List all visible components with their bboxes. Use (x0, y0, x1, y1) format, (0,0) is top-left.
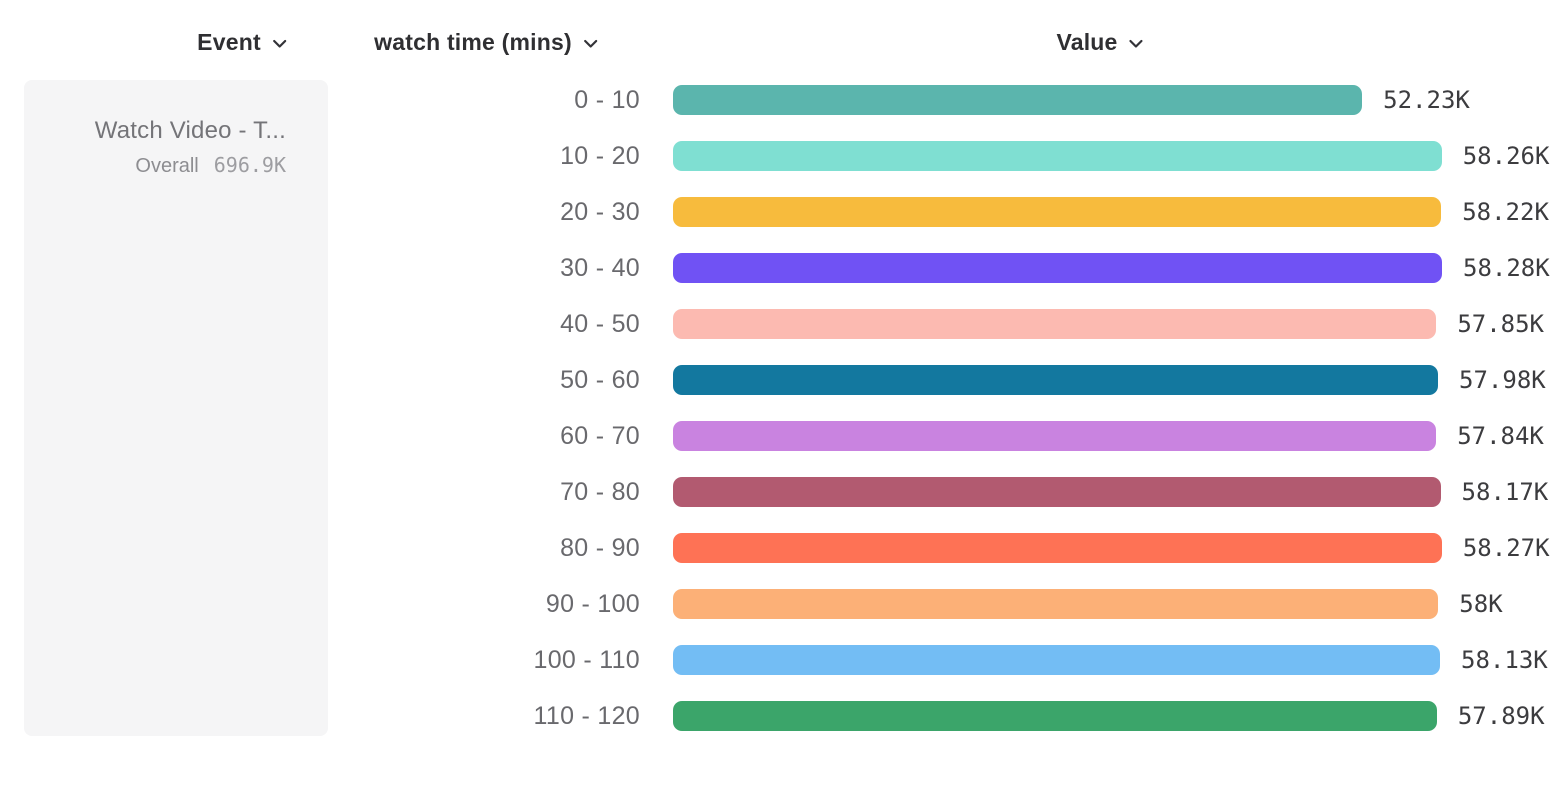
bar-row: 40 - 50 57.85K (360, 296, 1560, 352)
chevron-down-icon (272, 36, 287, 49)
overall-value: 696.9K (213, 153, 286, 177)
bar-row: 90 - 100 58K (360, 576, 1560, 632)
bar-row: 60 - 70 57.84K (360, 408, 1560, 464)
bucket-label: 90 - 100 (545, 589, 640, 618)
bar-segment[interactable] (673, 701, 1437, 731)
bar-value-label: 57.89K (1457, 702, 1545, 730)
bucket-label: 70 - 80 (560, 477, 640, 506)
bar-value-label: 58K (1459, 590, 1503, 618)
event-overall-row: Overall 696.9K (40, 153, 286, 178)
chevron-down-icon (583, 36, 598, 49)
bar-segment[interactable] (673, 85, 1363, 115)
bucket-label: 20 - 30 (560, 197, 640, 226)
bar-segment[interactable] (673, 533, 1442, 563)
bucket-label: 60 - 70 (560, 421, 640, 450)
event-column-label: Event (197, 28, 261, 55)
bar-segment[interactable] (673, 477, 1441, 507)
bar-row: 100 - 110 58.13K (360, 632, 1560, 688)
bar-row: 10 - 20 58.26K (360, 128, 1560, 184)
bar-segment[interactable] (673, 589, 1439, 619)
watch-time-column-label: watch time (mins) (374, 28, 572, 55)
bar-row: 20 - 30 58.22K (360, 184, 1560, 240)
overall-label: Overall (135, 155, 199, 177)
bar-value-label: 58.22K (1462, 198, 1549, 226)
chevron-down-icon (1129, 36, 1144, 49)
bar-segment[interactable] (673, 309, 1437, 339)
bar-row: 110 - 120 57.89K (360, 688, 1560, 744)
watch-time-column-header[interactable]: watch time (mins) (374, 28, 598, 56)
bucket-label: 100 - 110 (533, 645, 640, 674)
bar-chart: 0 - 10 52.23K 10 - 20 58.26K 20 - 30 58.… (360, 72, 1560, 744)
value-column-header[interactable]: Value (1056, 28, 1143, 56)
bar-row: 50 - 60 57.98K (360, 352, 1560, 408)
bar-segment[interactable] (673, 421, 1437, 451)
bar-segment[interactable] (673, 197, 1442, 227)
bar-value-label: 58.17K (1461, 478, 1549, 506)
bucket-label: 40 - 50 (560, 309, 640, 338)
bar-value-label: 58.27K (1462, 534, 1550, 562)
bar-segment[interactable] (673, 645, 1441, 675)
bar-value-label: 57.98K (1459, 366, 1546, 394)
bucket-label: 110 - 120 (533, 701, 640, 730)
bucket-label: 80 - 90 (560, 533, 640, 562)
bar-value-label: 57.84K (1457, 422, 1544, 450)
bar-value-label: 52.23K (1383, 86, 1470, 114)
bar-row: 0 - 10 52.23K (360, 72, 1560, 128)
value-column-label: Value (1056, 28, 1118, 55)
bucket-label: 30 - 40 (560, 253, 640, 282)
bucket-label: 10 - 20 (560, 141, 640, 170)
event-card[interactable]: Watch Video - T... Overall 696.9K (24, 80, 328, 736)
bucket-label: 0 - 10 (574, 85, 640, 114)
bar-row: 30 - 40 58.28K (360, 240, 1560, 296)
bar-value-label: 58.26K (1462, 142, 1550, 170)
event-column-header[interactable]: Event (197, 28, 287, 56)
bar-segment[interactable] (673, 253, 1442, 283)
bucket-label: 50 - 60 (560, 365, 640, 394)
bar-row: 70 - 80 58.17K (360, 464, 1560, 520)
bar-segment[interactable] (673, 141, 1442, 171)
event-title: Watch Video - T... (94, 117, 286, 144)
bar-value-label: 57.85K (1457, 310, 1545, 338)
bar-row: 80 - 90 58.27K (360, 520, 1560, 576)
bar-segment[interactable] (673, 365, 1439, 395)
bar-value-label: 58.28K (1463, 254, 1550, 282)
bar-value-label: 58.13K (1461, 646, 1548, 674)
